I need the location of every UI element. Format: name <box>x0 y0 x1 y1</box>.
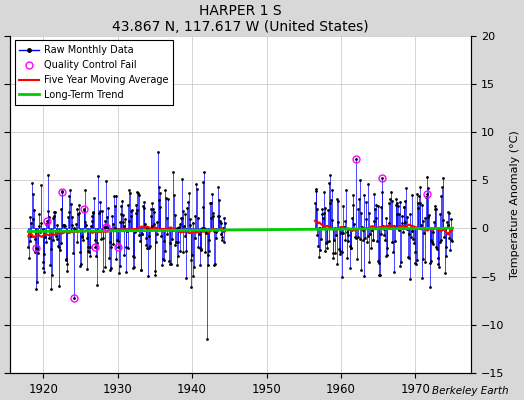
Legend: Raw Monthly Data, Quality Control Fail, Five Year Moving Average, Long-Term Tren: Raw Monthly Data, Quality Control Fail, … <box>15 40 173 105</box>
Text: Berkeley Earth: Berkeley Earth <box>432 386 508 396</box>
Title: HARPER 1 S
43.867 N, 117.617 W (United States): HARPER 1 S 43.867 N, 117.617 W (United S… <box>112 4 369 34</box>
Y-axis label: Temperature Anomaly (°C): Temperature Anomaly (°C) <box>510 130 520 279</box>
